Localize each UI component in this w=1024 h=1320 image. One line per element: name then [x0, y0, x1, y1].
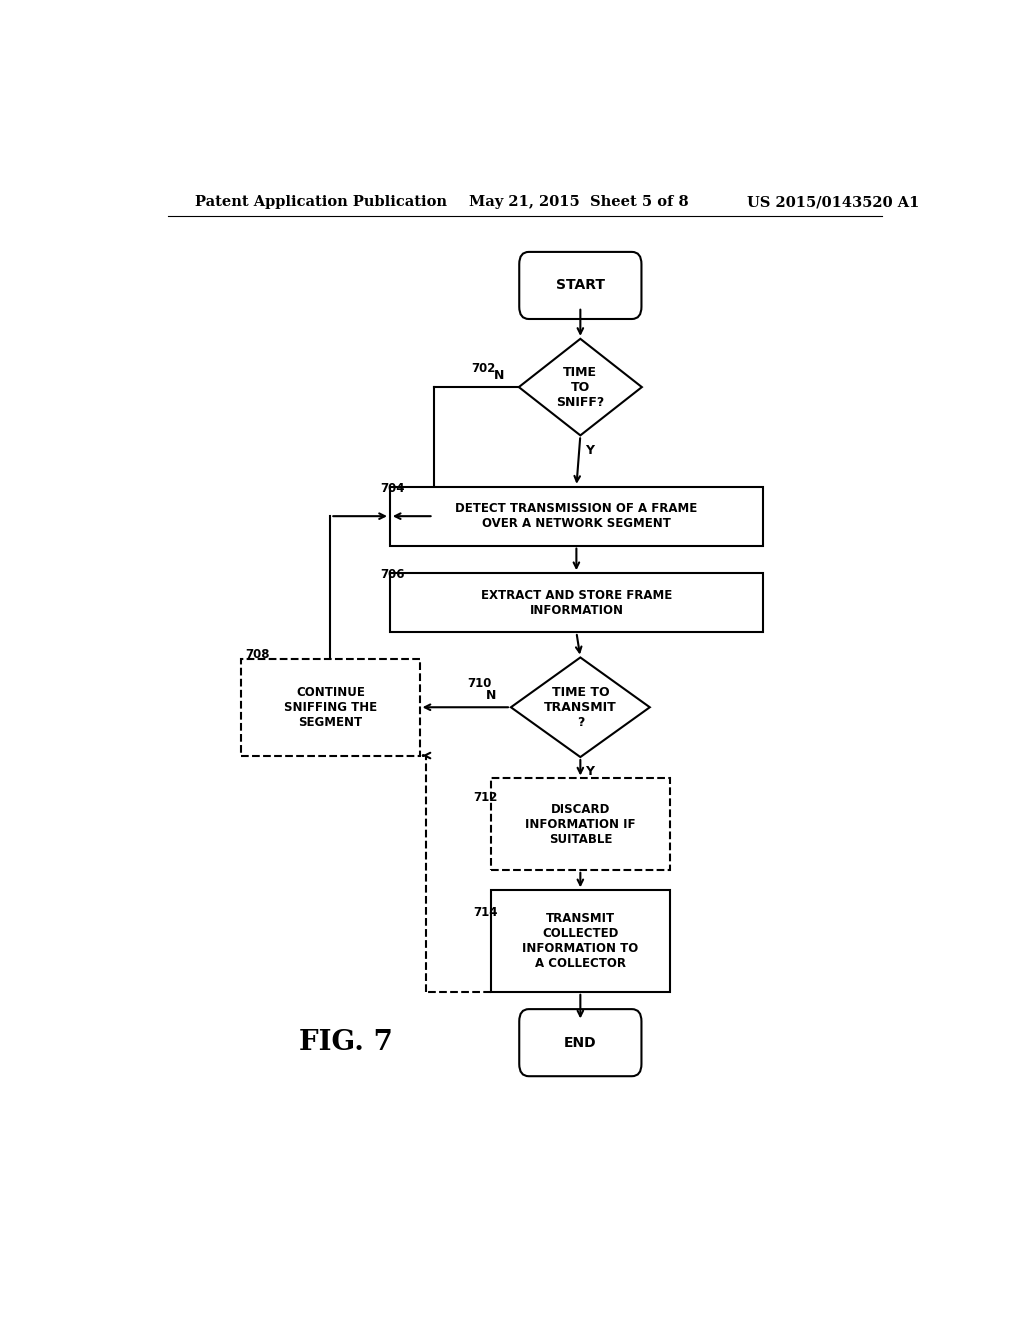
- Text: EXTRACT AND STORE FRAME
INFORMATION: EXTRACT AND STORE FRAME INFORMATION: [480, 589, 672, 616]
- Text: DISCARD
INFORMATION IF
SUITABLE: DISCARD INFORMATION IF SUITABLE: [525, 803, 636, 846]
- Text: 702: 702: [471, 362, 496, 375]
- Text: TIME TO
TRANSMIT
?: TIME TO TRANSMIT ?: [544, 686, 616, 729]
- Text: May 21, 2015  Sheet 5 of 8: May 21, 2015 Sheet 5 of 8: [469, 195, 689, 209]
- FancyBboxPatch shape: [241, 659, 420, 755]
- Text: N: N: [485, 689, 497, 702]
- FancyBboxPatch shape: [492, 890, 670, 991]
- Polygon shape: [511, 657, 650, 758]
- FancyBboxPatch shape: [519, 252, 641, 319]
- FancyBboxPatch shape: [390, 487, 763, 545]
- Text: 704: 704: [380, 482, 404, 495]
- Text: 712: 712: [473, 791, 498, 804]
- Text: Patent Application Publication: Patent Application Publication: [196, 195, 447, 209]
- Text: TIME
TO
SNIFF?: TIME TO SNIFF?: [556, 366, 604, 409]
- Text: DETECT TRANSMISSION OF A FRAME
OVER A NETWORK SEGMENT: DETECT TRANSMISSION OF A FRAME OVER A NE…: [456, 502, 697, 531]
- Text: Y: Y: [586, 444, 594, 457]
- Text: TRANSMIT
COLLECTED
INFORMATION TO
A COLLECTOR: TRANSMIT COLLECTED INFORMATION TO A COLL…: [522, 912, 639, 970]
- Polygon shape: [519, 339, 642, 436]
- Text: START: START: [556, 279, 605, 293]
- Text: 706: 706: [380, 568, 404, 581]
- FancyBboxPatch shape: [519, 1008, 641, 1076]
- FancyBboxPatch shape: [492, 779, 670, 870]
- Text: N: N: [494, 370, 504, 381]
- Text: Y: Y: [586, 766, 594, 779]
- Text: 714: 714: [473, 906, 498, 919]
- Text: US 2015/0143520 A1: US 2015/0143520 A1: [748, 195, 920, 209]
- Text: 708: 708: [246, 648, 270, 661]
- Text: 710: 710: [468, 677, 493, 690]
- Text: END: END: [564, 1036, 597, 1049]
- FancyBboxPatch shape: [390, 573, 763, 632]
- Text: FIG. 7: FIG. 7: [299, 1030, 392, 1056]
- Text: CONTINUE
SNIFFING THE
SEGMENT: CONTINUE SNIFFING THE SEGMENT: [284, 686, 377, 729]
